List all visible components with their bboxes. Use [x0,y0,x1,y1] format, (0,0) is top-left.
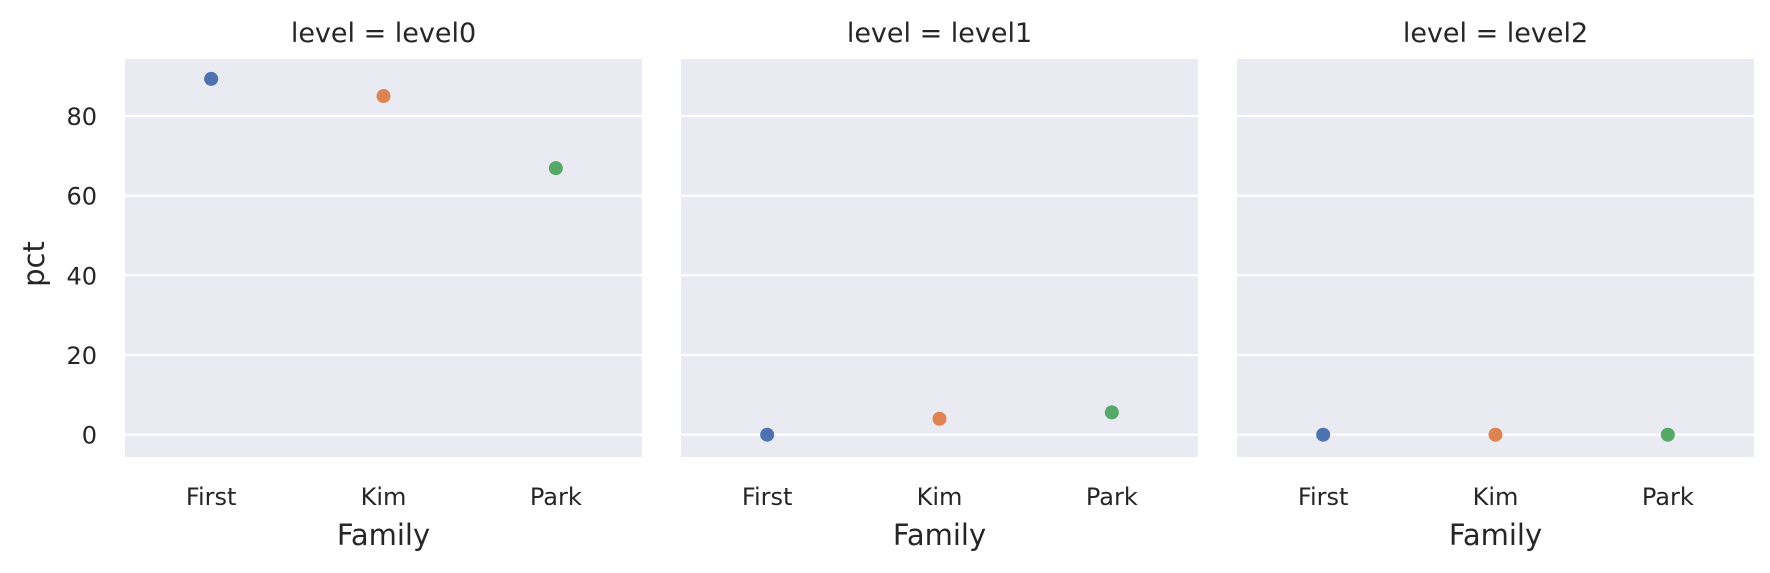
x-tick-label: Park [1642,483,1694,511]
x-tick-label: Kim [361,483,407,511]
y-tick-label: 40 [66,262,97,290]
x-tick-label: Park [530,483,582,511]
data-point [760,427,775,442]
facet-panel-0: 0 20 40 60 80 First Kim Park Family level = level… [66,18,642,552]
data-point [1488,427,1503,442]
data-point [1660,427,1675,442]
y-tick-label: 20 [66,342,97,370]
y-axis-label: pct [17,241,51,287]
x-axis-label: Family [1449,518,1542,552]
x-tick-label: First [1298,483,1349,511]
plot-area-background [1237,59,1754,457]
x-tick-label: Kim [1473,483,1519,511]
plot-area-background [125,59,642,457]
y-tick-label: 0 [82,422,97,450]
data-point [204,71,219,86]
x-axis-label: Family [893,518,986,552]
data-point [548,161,563,176]
data-point [1104,405,1119,420]
facet-panel-1: First Kim Park Family level = level1 [681,18,1198,552]
data-point [932,411,947,426]
facet-panels: 0 20 40 60 80 First Kim Park Family level = level… [66,18,1754,552]
facet-title: level = level2 [1403,18,1588,49]
x-tick-label: First [186,483,237,511]
y-tick-label: 80 [66,103,97,131]
x-tick-label: Kim [917,483,963,511]
facet-title: level = level1 [847,18,1032,49]
facet-title: level = level0 [291,18,476,49]
x-axis-label: Family [337,518,430,552]
x-tick-label: Park [1086,483,1138,511]
data-point [376,89,391,104]
plot-area-background [681,59,1198,457]
data-point [1316,427,1331,442]
facet-panel-2: First Kim Park Family level = level2 [1237,18,1754,552]
y-tick-label: 60 [66,183,97,211]
x-tick-label: First [742,483,793,511]
